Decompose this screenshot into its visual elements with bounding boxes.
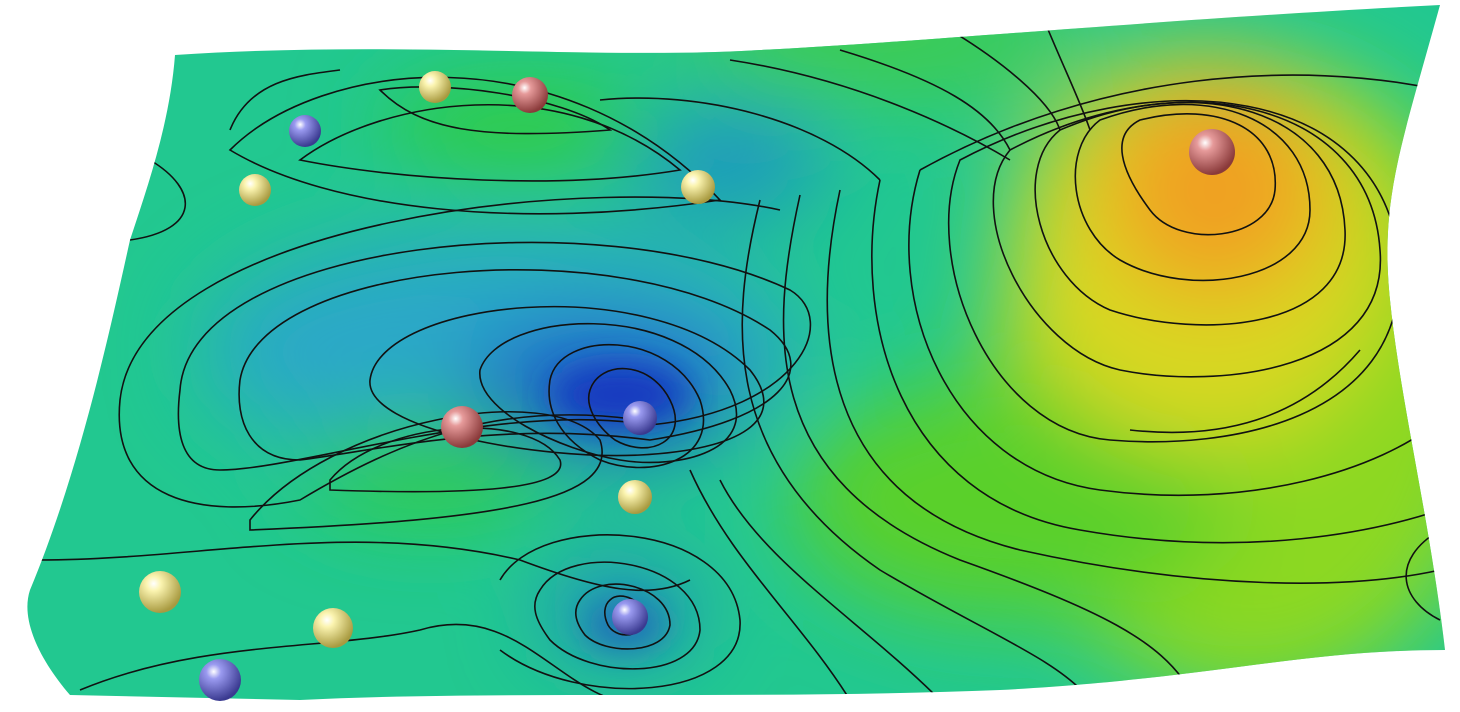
sphere [313, 608, 353, 648]
spheres [139, 71, 1235, 701]
sphere [618, 480, 652, 514]
sphere [239, 174, 271, 206]
contour-lines [39, 9, 1441, 700]
sphere [1189, 129, 1235, 175]
sphere [289, 115, 321, 147]
sphere [419, 71, 451, 103]
sphere [512, 77, 548, 113]
sphere [612, 599, 648, 635]
sphere [623, 401, 657, 435]
sphere [139, 571, 181, 613]
sphere [199, 659, 241, 701]
sphere [441, 406, 483, 448]
sphere [681, 170, 715, 204]
